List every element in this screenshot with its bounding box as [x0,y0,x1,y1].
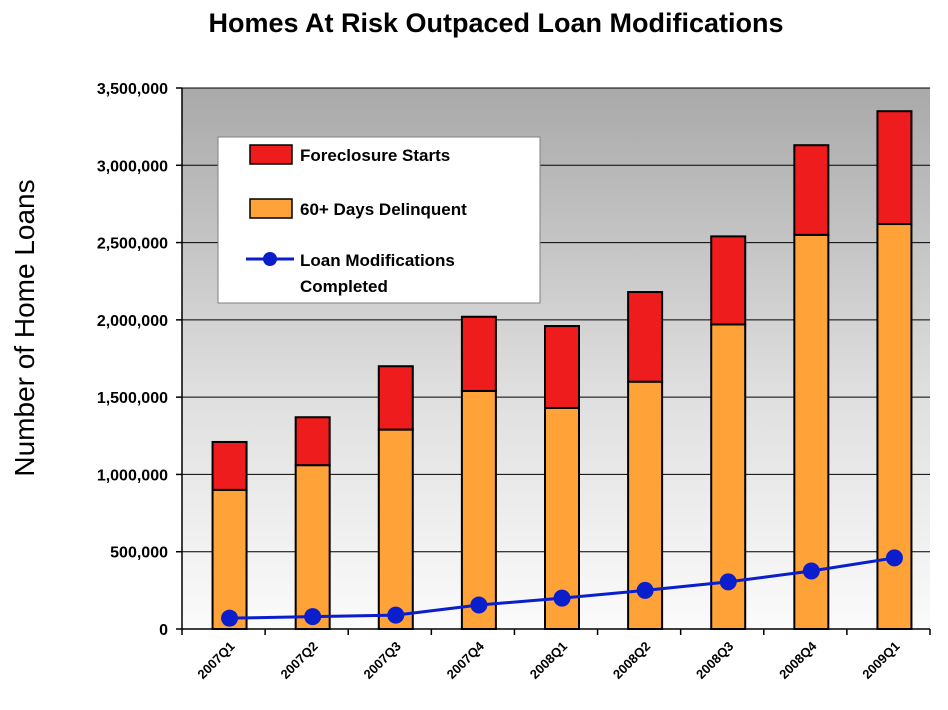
x-tick-label-2008Q2: 2008Q2 [610,639,653,682]
bars [211,110,913,631]
point-2008Q2 [636,581,654,599]
x-tick-label-2007Q2: 2007Q2 [277,639,320,682]
point-2008Q3 [719,573,737,591]
y-tick-label-500000: 500,000 [110,545,168,562]
y-tick-label-1500000: 1,500,000 [97,390,168,407]
x-axis-ticks: 2007Q1 2007Q2 2007Q3 2007Q4 2008Q1 2008Q2 2008… [181,629,931,682]
point-2008Q1 [553,589,571,607]
point-2007Q1 [221,609,239,627]
bar-2008Q4-foreclosure [793,144,830,236]
point-2008Q4 [802,562,820,580]
legend-label-modifications-line1: Loan Modifications [300,251,455,270]
point-2007Q3 [387,606,405,624]
chart-title: Homes At Risk Outpaced Loan Modification… [208,8,783,38]
y-tick-label-0: 0 [159,622,168,639]
x-tick-label-2008Q4: 2008Q4 [776,638,820,682]
bar-2007Q4-foreclosure [460,315,497,392]
bar-2009Q1-foreclosure [876,110,913,226]
bar-2007Q2-delinquent [294,464,331,631]
x-tick-label-2008Q1: 2008Q1 [527,639,570,682]
point-2007Q2 [304,608,322,626]
legend-label-modifications-line2: Completed [300,277,388,296]
point-2007Q4 [470,596,488,614]
x-tick-label-2008Q3: 2008Q3 [693,639,736,682]
bar-2008Q3-foreclosure [710,235,747,326]
y-tick-label-2000000: 2,000,000 [97,313,168,330]
bar-2007Q4-delinquent [460,389,497,630]
x-tick-label-2009Q1: 2009Q1 [859,639,902,682]
bar-2007Q3-delinquent [377,428,414,630]
legend: Foreclosure Starts 60+ Days Delinquent L… [217,136,541,304]
bar-2007Q1-delinquent [211,488,248,630]
bar-2008Q1-foreclosure [544,325,580,409]
y-tick-label-3500000: 3,500,000 [97,81,168,98]
loan-modifications-line [221,549,903,627]
y-tick-label-2500000: 2,500,000 [97,236,168,253]
legend-label-foreclosure: Foreclosure Starts [300,146,450,165]
x-tick-label-2007Q3: 2007Q3 [361,639,404,682]
bar-2007Q3-foreclosure [377,365,414,431]
bar-2007Q1-foreclosure [211,440,248,491]
legend-swatch-delinquent [249,198,293,219]
y-tick-label-3000000: 3,000,000 [97,158,168,175]
y-axis-ticks: 0 500,000 1,000,000 1,500,000 2,000,000 2,500… [97,81,182,639]
bar-2008Q2-foreclosure [627,291,664,383]
y-tick-label-1000000: 1,000,000 [97,467,168,484]
legend-swatch-foreclosure [249,144,293,165]
legend-marker-modifications [263,252,277,266]
y-axis-label: Number of Home Loans [9,179,40,476]
x-tick-label-2007Q1: 2007Q1 [194,639,237,682]
bar-2007Q2-foreclosure [294,416,331,467]
point-2009Q1 [885,549,903,567]
x-tick-label-2007Q4: 2007Q4 [444,638,488,682]
bar-2009Q1-delinquent [876,223,913,630]
legend-label-delinquent: 60+ Days Delinquent [300,200,467,219]
